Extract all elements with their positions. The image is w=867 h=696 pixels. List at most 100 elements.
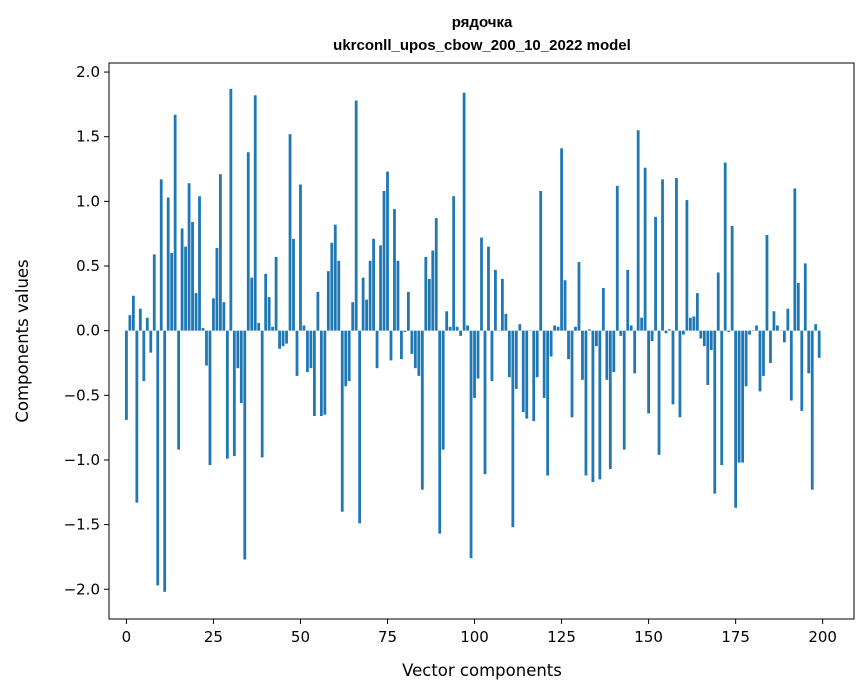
bar	[431, 250, 435, 331]
bar	[393, 209, 396, 331]
bar	[138, 308, 142, 331]
bar	[271, 326, 275, 331]
bar	[170, 253, 174, 331]
bar	[166, 197, 170, 331]
bar	[730, 225, 734, 331]
bar	[424, 256, 428, 331]
bar	[145, 317, 149, 331]
bar	[250, 277, 254, 331]
bar	[737, 330, 741, 463]
bar	[410, 330, 414, 354]
x-tick-label: 175	[721, 628, 750, 646]
bar	[232, 330, 236, 457]
bar	[713, 330, 717, 494]
chart-title: рядочка	[452, 14, 513, 31]
bar	[511, 330, 515, 528]
bar	[159, 179, 163, 331]
bar	[379, 245, 382, 331]
bar	[776, 325, 779, 331]
bar	[800, 330, 804, 411]
bar	[744, 330, 748, 387]
bar	[480, 237, 483, 331]
chart-subtitle: ukrconll_upos_cbow_200_10_2022 model	[333, 37, 631, 54]
bar	[612, 330, 616, 373]
bar	[340, 330, 344, 512]
bar	[438, 330, 442, 534]
bar	[372, 238, 375, 331]
bar	[668, 329, 671, 331]
bar	[323, 330, 327, 415]
bar	[716, 272, 720, 331]
bar	[246, 152, 250, 331]
bar	[626, 269, 630, 331]
x-tick-label: 125	[547, 628, 576, 646]
bar	[490, 330, 494, 382]
bar	[570, 330, 574, 418]
bar	[682, 330, 685, 335]
bar	[608, 330, 612, 470]
bar	[222, 302, 226, 331]
bar	[699, 330, 703, 339]
bar	[400, 330, 403, 360]
bar	[389, 330, 393, 361]
bar	[810, 330, 814, 490]
bar	[685, 200, 689, 331]
bar	[615, 185, 619, 331]
bar	[180, 228, 184, 331]
bar	[720, 330, 724, 466]
bar	[501, 278, 504, 331]
bar	[782, 330, 786, 343]
plot-frame	[108, 62, 855, 620]
bar	[382, 191, 386, 331]
x-tick-label: 200	[808, 628, 837, 646]
bar	[375, 330, 379, 369]
bar	[553, 325, 556, 331]
bar	[417, 330, 421, 376]
bar	[525, 330, 529, 419]
x-tick-label: 0	[122, 628, 132, 646]
bar	[727, 330, 731, 332]
bars-group	[125, 88, 821, 592]
bar	[664, 330, 668, 334]
bar	[427, 278, 431, 331]
y-axis-ticks: −2.0 −1.5 −1.0 −0.5 0.0 0.5 1.0 1.5 2.0	[64, 63, 109, 598]
bar	[598, 330, 602, 480]
bar	[556, 326, 560, 331]
bar	[264, 273, 268, 331]
bar	[326, 271, 330, 331]
bar	[504, 313, 508, 331]
bar	[535, 330, 539, 378]
bar	[629, 325, 633, 331]
bar	[539, 191, 543, 331]
bar	[309, 330, 313, 369]
bar	[584, 330, 588, 476]
bar	[789, 330, 793, 401]
bar	[560, 148, 563, 331]
bar	[302, 325, 306, 331]
bar	[306, 330, 309, 373]
bar	[675, 178, 678, 331]
bar	[514, 330, 518, 389]
bar	[260, 330, 264, 458]
bar	[459, 330, 463, 336]
x-axis-label: Vector components	[402, 661, 562, 680]
bar	[215, 247, 219, 331]
bar	[567, 330, 570, 360]
bar	[769, 330, 772, 363]
bar	[316, 291, 320, 331]
bar	[156, 330, 160, 586]
bar	[187, 183, 191, 331]
bar	[542, 330, 546, 398]
bar	[741, 330, 744, 463]
bar	[125, 330, 128, 420]
bar	[281, 330, 285, 347]
y-tick-label: −1.0	[64, 451, 100, 469]
bar	[333, 224, 337, 331]
bar	[313, 330, 316, 416]
bar	[594, 330, 598, 347]
bar	[253, 95, 257, 331]
bar	[518, 324, 522, 331]
bar	[267, 297, 271, 331]
bar	[563, 280, 567, 331]
y-tick-label: 2.0	[76, 63, 100, 81]
